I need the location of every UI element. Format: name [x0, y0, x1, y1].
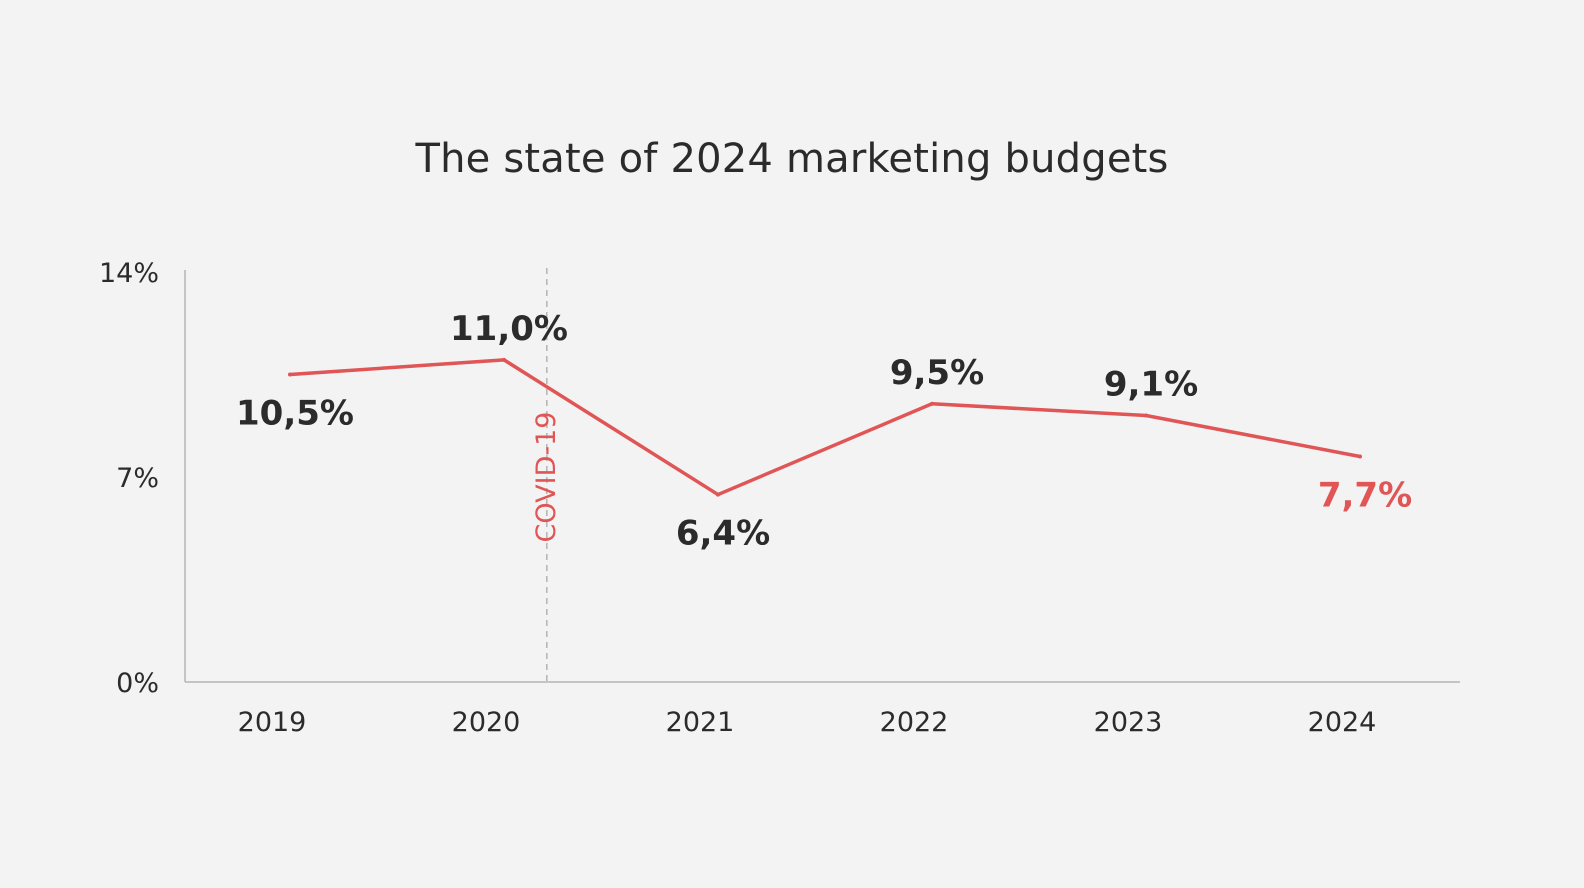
x-tick-label: 2021: [666, 707, 735, 738]
data-label: 9,5%: [890, 353, 984, 393]
data-point: [930, 401, 934, 406]
data-label: 11,0%: [450, 309, 568, 349]
data-label: 7,7%: [1318, 476, 1412, 516]
data-label: 10,5%: [236, 394, 354, 434]
data-point: [716, 492, 720, 497]
data-point: [288, 372, 292, 377]
data-point: [1358, 454, 1362, 459]
data-label: 9,1%: [1104, 365, 1198, 405]
data-label: 6,4%: [676, 514, 770, 554]
x-tick-label: 2019: [238, 707, 307, 738]
x-tick-label: 2020: [452, 707, 521, 738]
x-tick-label: 2024: [1308, 707, 1377, 738]
chart-title: The state of 2024 marketing budgets: [415, 136, 1169, 182]
x-tick-label: 2022: [880, 707, 949, 738]
data-point: [1144, 413, 1148, 418]
series-line: [288, 358, 1362, 497]
covid-annotation-label: COVID-19: [531, 412, 562, 543]
x-tick-label: 2023: [1094, 707, 1163, 738]
y-tick-label: 14%: [99, 258, 159, 289]
data-point: [502, 357, 506, 362]
y-tick-label: 0%: [116, 668, 159, 699]
y-tick-label: 7%: [116, 463, 159, 494]
